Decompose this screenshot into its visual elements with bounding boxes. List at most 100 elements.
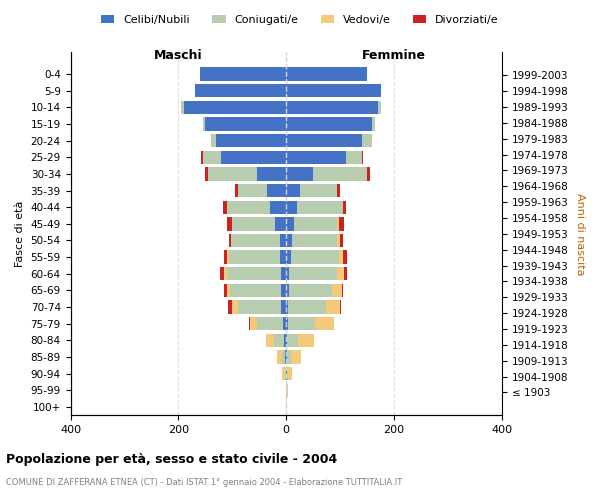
Bar	[286, 300, 289, 314]
Bar	[208, 168, 257, 180]
Bar	[235, 184, 238, 197]
Bar	[224, 250, 227, 264]
Bar	[205, 118, 286, 130]
Bar	[266, 334, 274, 347]
Bar	[286, 168, 313, 180]
Bar	[288, 367, 292, 380]
Bar	[292, 234, 337, 247]
Bar	[227, 267, 281, 280]
Bar	[230, 284, 281, 297]
Bar	[294, 217, 337, 230]
Text: Maschi: Maschi	[154, 50, 203, 62]
Bar	[286, 250, 290, 264]
Bar	[281, 267, 286, 280]
Bar	[284, 367, 286, 380]
Bar	[297, 200, 343, 214]
Bar	[227, 217, 232, 230]
Bar	[286, 234, 292, 247]
Bar	[229, 250, 280, 264]
Bar	[287, 350, 291, 364]
Bar	[203, 118, 205, 130]
Bar	[249, 317, 250, 330]
Bar	[238, 300, 281, 314]
Bar	[343, 250, 347, 264]
Bar	[282, 367, 284, 380]
Bar	[289, 300, 326, 314]
Bar	[316, 317, 334, 330]
Bar	[216, 134, 286, 147]
Bar	[286, 134, 362, 147]
Bar	[343, 200, 346, 214]
Bar	[367, 168, 370, 180]
Bar	[224, 267, 227, 280]
Bar	[281, 284, 286, 297]
Bar	[275, 217, 286, 230]
Bar	[238, 184, 268, 197]
Bar	[362, 134, 373, 147]
Bar	[285, 350, 286, 364]
Bar	[221, 150, 286, 164]
Bar	[298, 334, 314, 347]
Bar	[337, 184, 340, 197]
Bar	[268, 184, 286, 197]
Bar	[342, 284, 343, 297]
Y-axis label: Fasce di età: Fasce di età	[15, 200, 25, 267]
Bar	[287, 334, 298, 347]
Bar	[280, 250, 286, 264]
Bar	[223, 200, 227, 214]
Bar	[286, 284, 289, 297]
Bar	[287, 384, 288, 397]
Bar	[250, 317, 257, 330]
Legend: Celibi/Nubili, Coniugati/e, Vedovi/e, Divorziati/e: Celibi/Nubili, Coniugati/e, Vedovi/e, Di…	[97, 10, 503, 29]
Bar	[337, 234, 340, 247]
Bar	[340, 234, 343, 247]
Bar	[220, 267, 224, 280]
Bar	[286, 118, 373, 130]
Bar	[257, 317, 283, 330]
Bar	[227, 284, 230, 297]
Bar	[339, 250, 343, 264]
Bar	[283, 317, 286, 330]
Bar	[289, 267, 337, 280]
Bar	[227, 250, 229, 264]
Bar	[284, 334, 286, 347]
Bar	[286, 84, 380, 98]
Bar	[340, 300, 341, 314]
Bar	[299, 184, 337, 197]
Bar	[291, 350, 301, 364]
Bar	[227, 200, 270, 214]
Text: COMUNE DI ZAFFERANA ETNEA (CT) - Dati ISTAT 1° gennaio 2004 - Elaborazione TUTTI: COMUNE DI ZAFFERANA ETNEA (CT) - Dati IS…	[6, 478, 402, 487]
Bar	[277, 350, 283, 364]
Bar	[280, 234, 286, 247]
Bar	[289, 284, 332, 297]
Bar	[337, 267, 344, 280]
Bar	[290, 250, 339, 264]
Bar	[286, 217, 294, 230]
Bar	[274, 334, 284, 347]
Bar	[373, 118, 375, 130]
Bar	[337, 217, 339, 230]
Bar	[286, 200, 297, 214]
Bar	[286, 150, 346, 164]
Bar	[228, 300, 232, 314]
Bar	[332, 284, 342, 297]
Bar	[287, 367, 288, 380]
Bar	[286, 184, 299, 197]
Bar	[231, 234, 280, 247]
Y-axis label: Anni di nascita: Anni di nascita	[575, 192, 585, 275]
Text: Femmine: Femmine	[362, 50, 426, 62]
Text: Popolazione per età, sesso e stato civile - 2004: Popolazione per età, sesso e stato civil…	[6, 452, 337, 466]
Bar	[181, 100, 184, 114]
Bar	[286, 68, 367, 80]
Bar	[289, 317, 316, 330]
Bar	[200, 68, 286, 80]
Bar	[229, 234, 231, 247]
Bar	[286, 334, 287, 347]
Bar	[211, 134, 216, 147]
Bar	[286, 100, 378, 114]
Bar	[257, 168, 286, 180]
Bar	[346, 150, 362, 164]
Bar	[286, 267, 289, 280]
Bar	[203, 150, 221, 164]
Bar	[205, 168, 208, 180]
